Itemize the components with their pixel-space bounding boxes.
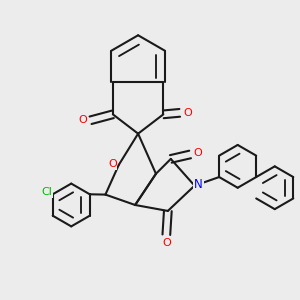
Text: O: O [193, 148, 202, 158]
Text: O: O [184, 108, 192, 118]
Text: Cl: Cl [41, 187, 52, 197]
Text: O: O [163, 238, 171, 248]
Text: O: O [108, 159, 117, 169]
Text: N: N [194, 178, 203, 191]
Text: O: O [79, 115, 88, 125]
